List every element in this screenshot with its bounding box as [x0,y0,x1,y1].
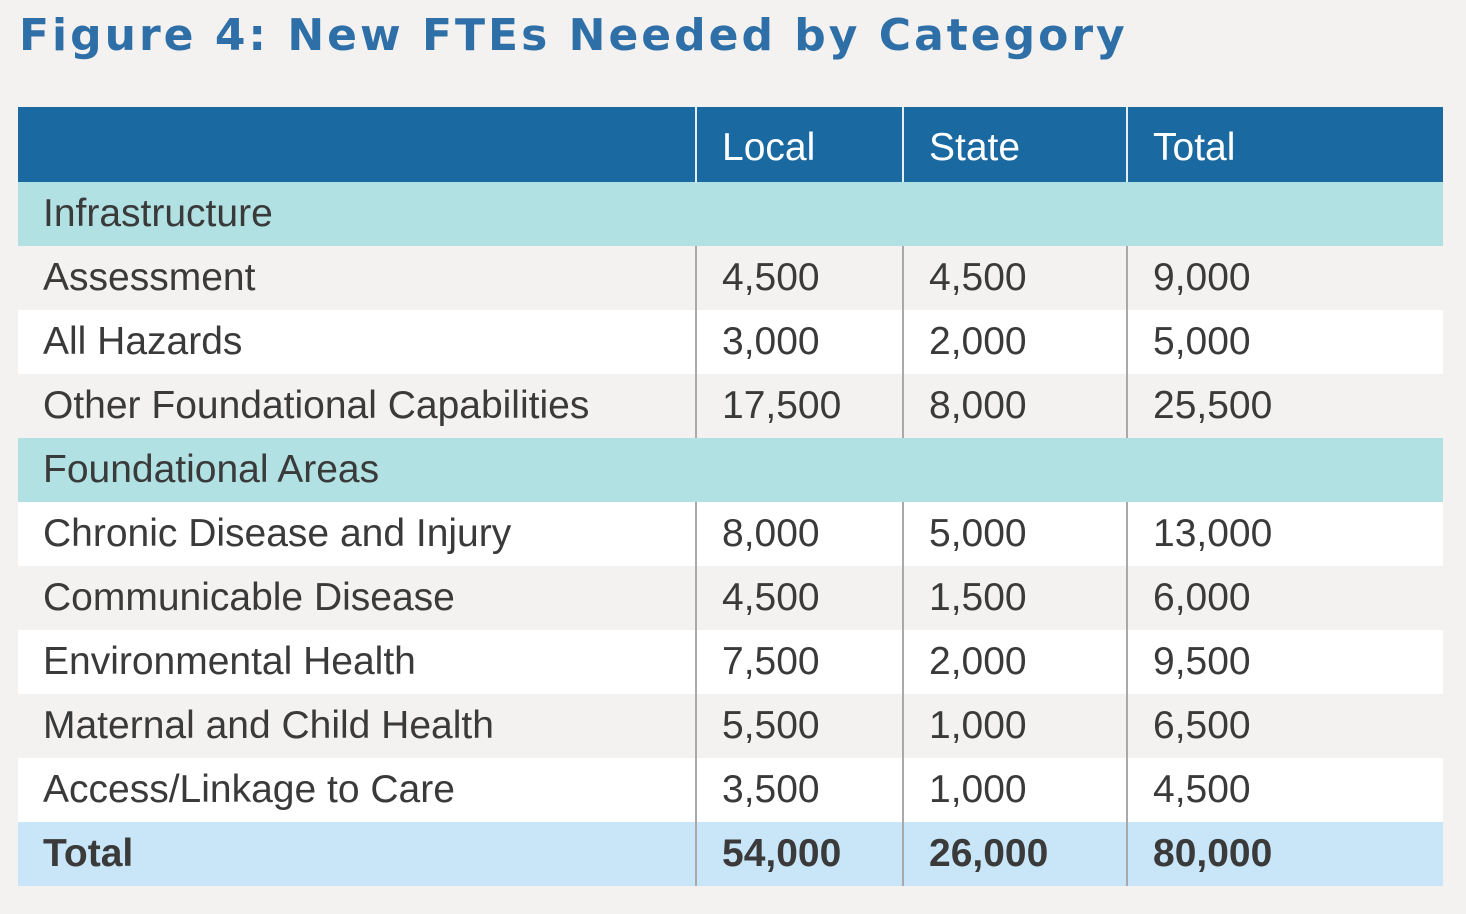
table-row: Communicable Disease 4,500 1,500 6,000 [18,566,1443,630]
table-cell: 17,500 [695,374,902,438]
table-cell: 3,000 [695,310,902,374]
row-label: Environmental Health [43,640,416,683]
table-cell: 8,000 [902,374,1126,438]
fte-table: Local State Total Infrastructure Assessment 4… [18,107,1443,886]
table-cell: 5,500 [695,694,902,758]
table-row: Maternal and Child Health 5,500 1,000 6,500 [18,694,1443,758]
section-label: Infrastructure [43,192,273,235]
table-cell: 1,000 [902,694,1126,758]
table-row: Environmental Health 7,500 2,000 9,500 [18,630,1443,694]
table-cell: 26,000 [902,822,1126,886]
table-row: Other Foundational Capabilities 17,500 8,0… [18,374,1443,438]
table-header-row: Local State Total [18,107,1443,182]
table-row: All Hazards 3,000 2,000 5,000 [18,310,1443,374]
table-cell: 8,000 [695,502,902,566]
table-cell: 2,000 [902,630,1126,694]
section-row: Foundational Areas [18,438,1443,502]
table-cell: 1,000 [902,758,1126,822]
table-cell: 7,500 [695,630,902,694]
table-row: Assessment 4,500 4,500 9,000 [18,246,1443,310]
figure-title: Figure 4: New FTEs Needed by Category [19,10,1128,61]
table-cell: 5,000 [902,502,1126,566]
row-label: Total [43,832,134,875]
row-label: Assessment [43,256,256,299]
table-cell: 4,500 [902,246,1126,310]
table-row: Access/Linkage to Care 3,500 1,000 4,500 [18,758,1443,822]
table-cell: 80,000 [1126,822,1443,886]
column-header: State [902,107,1126,182]
section-label: Foundational Areas [43,448,380,491]
section-row: Infrastructure [18,182,1443,246]
table-cell: 9,000 [1126,246,1443,310]
column-header: Local [695,107,902,182]
row-label: Access/Linkage to Care [43,768,455,811]
column-header [18,107,695,182]
table-cell: 6,000 [1126,566,1443,630]
row-label: All Hazards [43,320,243,363]
column-header: Total [1126,107,1443,182]
total-row: Total 54,000 26,000 80,000 [18,822,1443,886]
row-label: Communicable Disease [43,576,455,619]
table-cell: 4,500 [695,566,902,630]
table-cell: 5,000 [1126,310,1443,374]
table-cell: 3,500 [695,758,902,822]
table-row: Chronic Disease and Injury 8,000 5,000 13,0… [18,502,1443,566]
table-cell: 4,500 [695,246,902,310]
table-cell: 54,000 [695,822,902,886]
row-label: Other Foundational Capabilities [43,384,590,427]
table-cell: 4,500 [1126,758,1443,822]
table-cell: 9,500 [1126,630,1443,694]
table-cell: 25,500 [1126,374,1443,438]
table-cell: 1,500 [902,566,1126,630]
table-cell: 13,000 [1126,502,1443,566]
row-label: Maternal and Child Health [43,704,494,747]
row-label: Chronic Disease and Injury [43,512,512,555]
table-cell: 6,500 [1126,694,1443,758]
table-cell: 2,000 [902,310,1126,374]
